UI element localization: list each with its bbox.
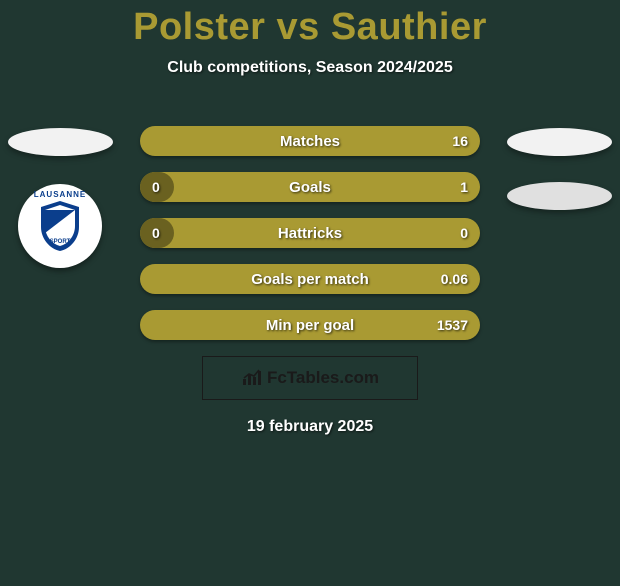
stat-row: 0 Hattricks 0 — [140, 218, 480, 248]
stat-value-right: 1 — [460, 179, 468, 195]
stat-value-left: 0 — [152, 225, 160, 241]
stat-label: Goals per match — [251, 271, 369, 288]
stat-row: Matches 16 — [140, 126, 480, 156]
page-title: Polster vs Sauthier — [0, 6, 620, 49]
date-line: 19 february 2025 — [0, 418, 620, 436]
stat-label: Goals — [289, 179, 331, 196]
stat-row: Min per goal 1537 — [140, 310, 480, 340]
stats-container: Matches 16 0 Goals 1 0 Hattricks 0 Goals per mat… — [140, 126, 480, 340]
stat-value-right: 0.06 — [441, 271, 468, 287]
stat-label: Min per goal — [266, 317, 354, 334]
stat-value-right: 1537 — [437, 317, 468, 333]
bars-icon — [241, 369, 263, 387]
stat-label: Hattricks — [278, 225, 342, 242]
stat-value-right: 16 — [452, 133, 468, 149]
stat-value-left: 0 — [152, 179, 160, 195]
stat-value-right: 0 — [460, 225, 468, 241]
watermark-box: FcTables.com — [202, 356, 418, 400]
stat-row: 0 Goals 1 — [140, 172, 480, 202]
watermark-brand: FcTables.com — [267, 368, 379, 388]
stat-label: Matches — [280, 133, 340, 150]
stat-row: Goals per match 0.06 — [140, 264, 480, 294]
subtitle: Club competitions, Season 2024/2025 — [0, 59, 620, 77]
